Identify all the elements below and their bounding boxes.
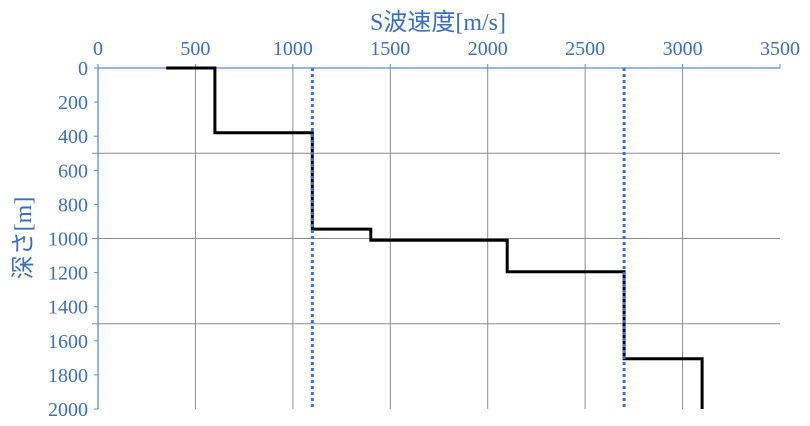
x-axis-title: S波速度[m/s] [370, 9, 506, 36]
x-tick-label: 0 [93, 38, 103, 60]
y-tick-label: 800 [58, 194, 88, 216]
x-tick-label: 3000 [663, 38, 703, 60]
y-tick-label: 1800 [48, 365, 88, 387]
y-tick-label: 1000 [48, 229, 88, 251]
gridlines [92, 68, 780, 409]
y-tick-label: 0 [78, 58, 88, 80]
y-axis-title: 深さ[m] [10, 197, 37, 280]
y-tick-label: 1200 [48, 263, 88, 285]
x-tick-label: 1500 [370, 38, 410, 60]
x-tick-label: 2500 [565, 38, 605, 60]
x-tick-label: 3500 [760, 38, 800, 60]
series [166, 66, 704, 409]
y-tick-label: 2000 [48, 399, 88, 421]
x-tick-label: 500 [180, 38, 210, 60]
x-tick-label: 2000 [468, 38, 508, 60]
tick-labels: 0 500 1000 1500 2000 2500 3000 3500 0 200 400 600 80… [48, 38, 800, 421]
y-tick-label: 1400 [48, 297, 88, 319]
y-tick-label: 400 [58, 126, 88, 148]
y-tick-label: 1600 [48, 331, 88, 353]
x-tick-label: 1000 [273, 38, 313, 60]
y-tick-label: 200 [58, 92, 88, 114]
y-tick-label: 600 [58, 160, 88, 182]
